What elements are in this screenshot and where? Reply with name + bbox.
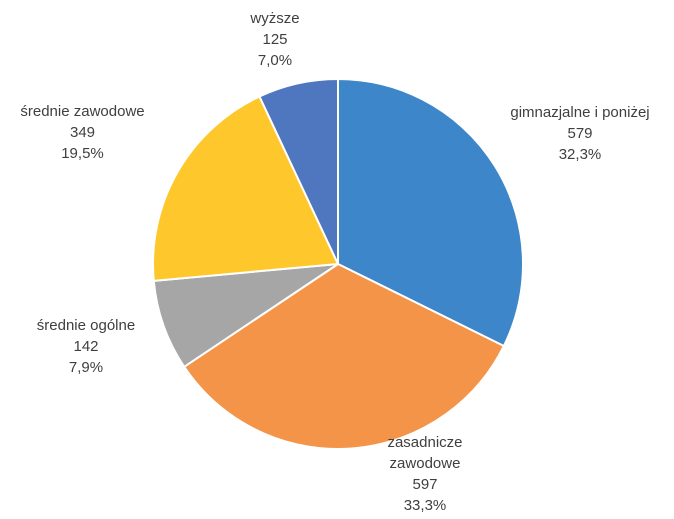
slice-label-srednie-ogolne: średnie ogólne 142 7,9%	[6, 315, 166, 378]
slice-percent: 7,0%	[257, 52, 293, 69]
slice-percent: 7,9%	[68, 359, 104, 376]
slice-label-wyzsze: wyższe 125 7,0%	[210, 8, 340, 71]
pie-slice-0	[337, 78, 524, 348]
slice-percent: 19,5%	[61, 145, 104, 162]
slice-label-gimnazjalne: gimnazjalne i poniżej 579 32,3%	[495, 102, 665, 165]
slice-value: 142	[73, 338, 99, 355]
slice-value: 125	[262, 31, 288, 48]
slice-category: zasadnicze zawodowe	[387, 434, 463, 472]
slice-value: 579	[567, 125, 593, 142]
slice-value: 597	[412, 476, 438, 493]
slice-category: gimnazjalne i poniżej	[510, 104, 650, 121]
slice-percent: 32,3%	[558, 146, 602, 163]
pie-slice-2	[152, 263, 339, 368]
slice-value: 349	[69, 124, 96, 141]
slice-percent: 33,3%	[403, 497, 447, 514]
slice-label-zasadnicze: zasadnicze zawodowe 597 33,3%	[370, 432, 480, 516]
slice-label-srednie-zawodowe: średnie zawodowe 349 19,5%	[0, 101, 165, 164]
slice-category: wyższe	[250, 10, 300, 27]
slice-category: średnie zawodowe	[20, 103, 145, 120]
slice-category: średnie ogólne	[36, 317, 136, 334]
pie-slice-1	[183, 263, 505, 450]
pie-slice-3	[152, 95, 339, 282]
pie-slice-4	[258, 78, 339, 265]
